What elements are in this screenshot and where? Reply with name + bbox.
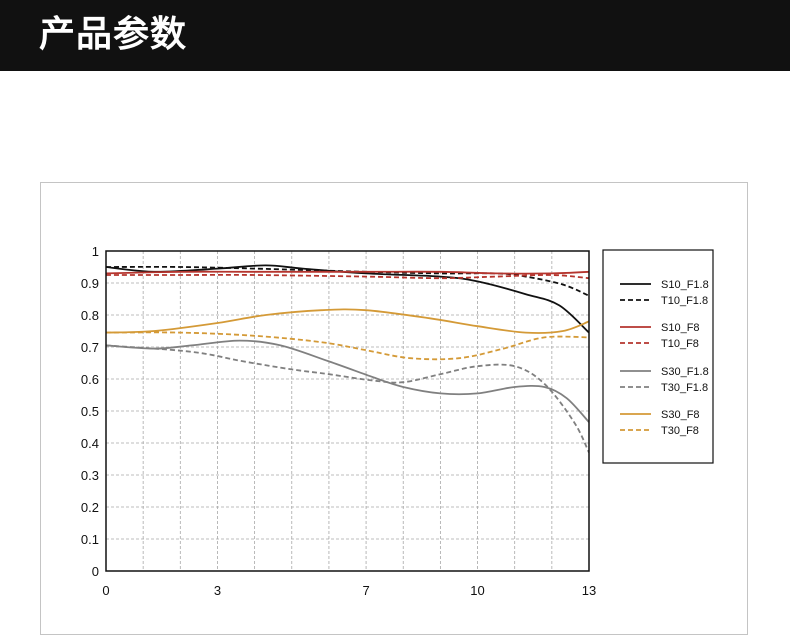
x-tick-label: 3	[214, 583, 221, 598]
x-tick-label: 10	[470, 583, 484, 598]
legend-label: S10_F8	[661, 322, 700, 334]
x-tick-label: 7	[362, 583, 369, 598]
x-tick-label: 0	[102, 583, 109, 598]
legend-box	[602, 249, 714, 464]
y-tick-label: 0.3	[81, 468, 99, 483]
y-tick-label: 0.9	[81, 276, 99, 291]
series-line-t30-f1-8	[106, 344, 589, 453]
legend-label: S10_F1.8	[661, 279, 709, 291]
series-line-t30-f8	[106, 331, 589, 361]
y-tick-label: 0.7	[81, 340, 99, 355]
header-bar: 产品参数	[0, 0, 790, 71]
y-tick-label: 0.6	[81, 372, 99, 387]
x-tick-label: 13	[582, 583, 596, 598]
plot-frame	[105, 250, 590, 572]
series-line-s30-f8	[106, 308, 589, 334]
y-tick-label: 0	[92, 564, 99, 579]
page-title: 产品参数	[39, 14, 188, 55]
y-tick-label: 0.8	[81, 308, 99, 323]
y-tick-label: 0.1	[81, 532, 99, 547]
series-line-s30-f1-8	[106, 339, 589, 423]
legend-label: T10_F1.8	[661, 295, 708, 307]
series-line-t10-f1-8	[106, 265, 589, 297]
legend-label: T30_F8	[661, 425, 699, 437]
legend-label: T30_F1.8	[661, 382, 708, 394]
y-tick-label: 0.2	[81, 500, 99, 515]
legend-label: S30_F8	[661, 409, 700, 421]
legend-label: T10_F8	[661, 338, 699, 350]
y-tick-label: 0.4	[81, 436, 99, 451]
y-tick-label: 1	[92, 244, 99, 259]
legend-label: S30_F1.8	[661, 366, 709, 378]
series-line-s10-f8	[106, 270, 589, 275]
series-line-t10-f8	[106, 273, 589, 280]
series-line-s10-f1-8	[106, 264, 589, 334]
y-tick-label: 0.5	[81, 404, 99, 419]
